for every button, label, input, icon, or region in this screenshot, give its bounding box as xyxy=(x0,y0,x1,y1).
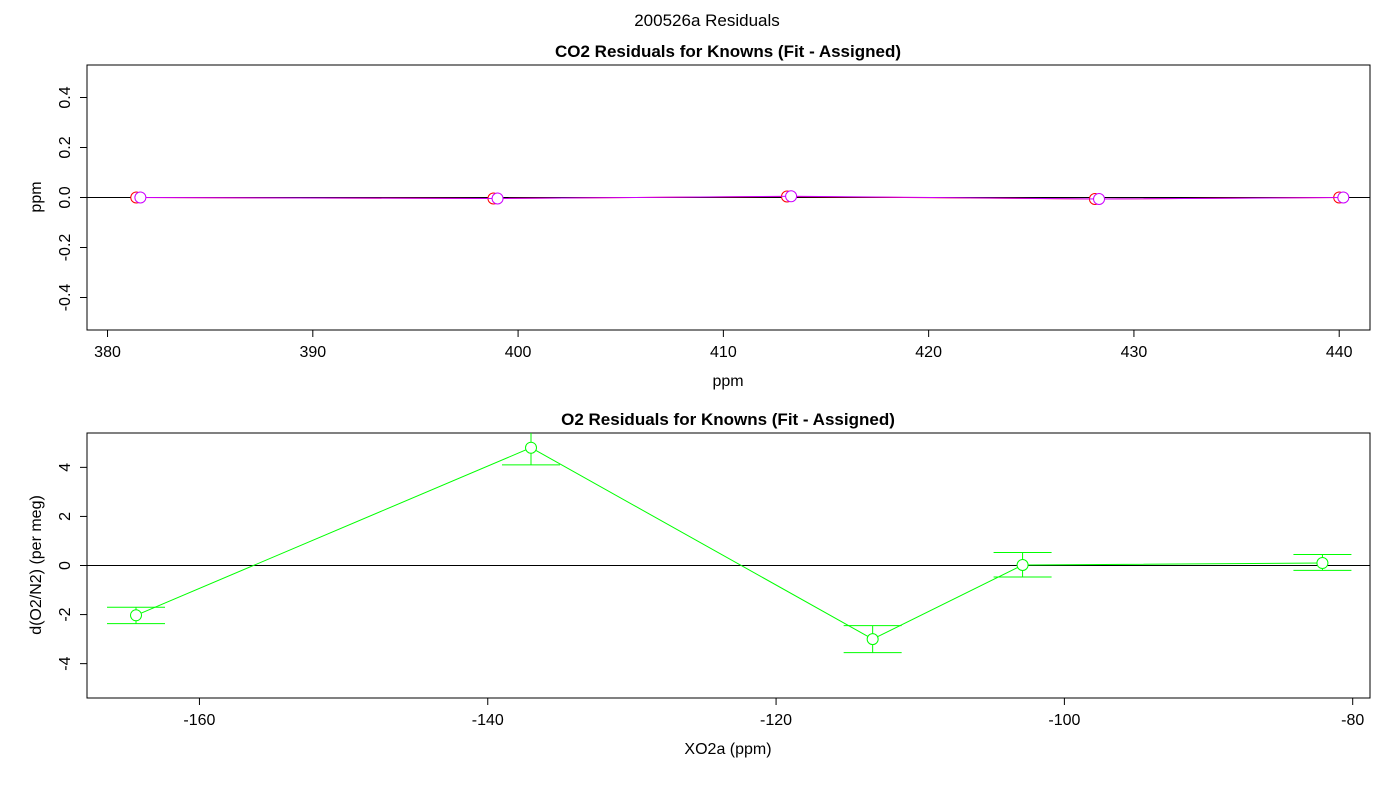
co2-y-tick-label: 0.2 xyxy=(57,136,74,158)
co2-x-tick-label: 410 xyxy=(710,344,737,361)
co2-data-point xyxy=(785,190,798,203)
co2-y-tick-label: -0.4 xyxy=(57,284,74,312)
o2-plot-area xyxy=(107,433,1352,654)
o2-series-line xyxy=(135,447,1323,640)
o2-data-point xyxy=(866,633,879,646)
o2-x-tick-label: -100 xyxy=(1048,712,1080,729)
o2-x-tick-label: -80 xyxy=(1341,712,1364,729)
o2-y-tick-label: -4 xyxy=(57,656,74,670)
co2-y-tick-label: 0.4 xyxy=(57,86,74,108)
o2-y-tick-label: 0 xyxy=(57,561,74,570)
o2-data-point xyxy=(130,609,143,622)
co2-panel-title: CO2 Residuals for Knowns (Fit - Assigned… xyxy=(555,42,901,61)
o2-y-tick-label: -2 xyxy=(57,607,74,621)
o2-x-tick-label: -140 xyxy=(472,712,504,729)
o2-x-axis-label: XO2a (ppm) xyxy=(684,741,771,758)
co2-x-tick-label: 420 xyxy=(915,344,942,361)
co2-x-tick-label: 380 xyxy=(94,344,121,361)
o2-panel: O2 Residuals for Knowns (Fit - Assigned)… xyxy=(28,410,1371,758)
o2-y-tick-label: 4 xyxy=(57,463,74,472)
co2-data-point xyxy=(134,191,147,204)
co2-plot-area xyxy=(130,190,1350,205)
co2-y-tick-label: 0.0 xyxy=(57,186,74,208)
o2-panel-title: O2 Residuals for Knowns (Fit - Assigned) xyxy=(561,410,895,429)
o2-y-axis-label: d(O2/N2) (per meg) xyxy=(28,495,45,635)
co2-x-axis-label: ppm xyxy=(712,373,743,390)
co2-x-tick-label: 430 xyxy=(1121,344,1148,361)
o2-x-tick-label: -120 xyxy=(760,712,792,729)
o2-data-point xyxy=(1016,559,1029,572)
co2-data-point xyxy=(1337,191,1350,204)
co2-data-point xyxy=(491,192,504,205)
o2-data-point xyxy=(525,441,538,454)
co2-y-axis-label: ppm xyxy=(28,181,45,212)
o2-x-tick-label: -160 xyxy=(183,712,215,729)
co2-x-tick-label: 400 xyxy=(505,344,532,361)
figure-title: 200526a Residuals xyxy=(634,11,780,30)
o2-data-point xyxy=(1316,557,1329,570)
co2-x-tick-label: 440 xyxy=(1326,344,1353,361)
co2-x-tick-label: 390 xyxy=(299,344,326,361)
co2-y-tick-label: -0.2 xyxy=(57,234,74,262)
o2-y-tick-label: 2 xyxy=(57,512,74,521)
co2-panel: CO2 Residuals for Knowns (Fit - Assigned… xyxy=(28,42,1371,390)
co2-data-point xyxy=(1093,193,1106,205)
